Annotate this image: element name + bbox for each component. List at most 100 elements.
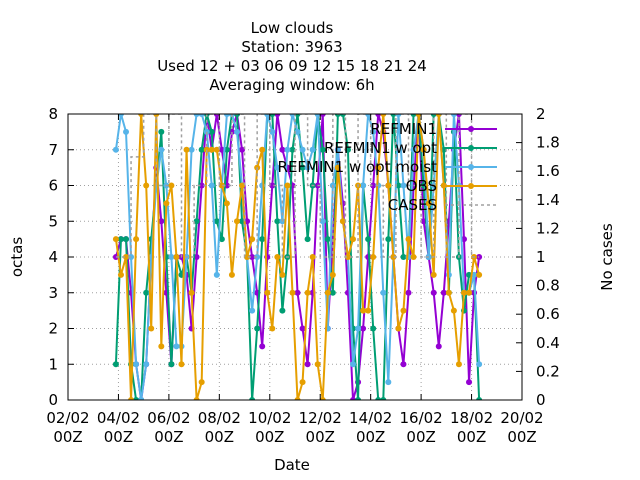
data-point: [112, 236, 119, 243]
data-point: [385, 379, 392, 386]
data-point: [274, 218, 281, 225]
data-point: [355, 325, 362, 332]
data-point: [360, 325, 367, 332]
data-point: [213, 218, 220, 225]
data-point: [289, 146, 296, 153]
data-point: [370, 325, 377, 332]
data-point: [400, 307, 407, 314]
data-point: [304, 236, 311, 243]
data-point: [350, 397, 357, 400]
data-point: [218, 182, 225, 189]
y2-tick-label: 1.2: [536, 219, 560, 237]
data-point: [334, 164, 341, 171]
data-point: [143, 182, 150, 189]
legend-marker: [468, 164, 474, 170]
data-point: [213, 271, 220, 278]
data-point: [430, 289, 437, 296]
data-point: [203, 146, 210, 153]
legend-marker: [468, 145, 474, 151]
data-point: [254, 254, 261, 260]
data-point: [309, 254, 316, 260]
data-point: [198, 379, 205, 386]
x-tick-label: 20/02 00Z: [500, 409, 543, 446]
data-point: [466, 289, 473, 296]
data-point: [339, 218, 346, 225]
data-point: [143, 361, 150, 368]
x-tick-label: 02/02 00Z: [46, 409, 89, 446]
data-point: [213, 146, 220, 153]
data-point: [380, 397, 387, 400]
data-point: [476, 397, 483, 400]
data-point: [128, 254, 135, 260]
data-point: [208, 146, 215, 153]
data-point: [284, 182, 291, 189]
data-point: [450, 114, 457, 117]
y-tick-label: 7: [48, 141, 58, 159]
data-point: [158, 146, 165, 153]
data-point: [274, 164, 281, 171]
data-point: [117, 236, 124, 243]
data-point: [299, 325, 306, 332]
data-point: [163, 200, 170, 207]
x-tick-label: 16/02 00Z: [399, 409, 442, 446]
data-point: [425, 200, 432, 207]
data-point: [294, 397, 301, 400]
x-tick-label: 10/02 00Z: [248, 409, 291, 446]
data-point: [138, 397, 145, 400]
data-point: [117, 271, 124, 278]
data-point: [279, 146, 286, 153]
data-point: [309, 146, 316, 153]
y-tick-label: 2: [48, 320, 58, 338]
data-point: [460, 289, 467, 296]
data-point: [249, 397, 256, 400]
data-point: [380, 114, 387, 117]
data-point: [289, 289, 296, 296]
y2-tick-label: 0.8: [536, 277, 560, 295]
data-point: [168, 254, 175, 260]
data-point: [375, 114, 382, 117]
data-point: [390, 114, 397, 117]
data-point: [178, 361, 185, 368]
x-tick-label: 18/02 00Z: [450, 409, 493, 446]
data-point: [188, 146, 195, 153]
data-point: [476, 271, 483, 278]
data-point: [350, 361, 357, 368]
y2-tick-label: 2: [536, 105, 546, 123]
series-layer: [112, 114, 483, 400]
data-point: [158, 128, 165, 135]
data-point: [400, 182, 407, 189]
data-point: [380, 289, 387, 296]
data-point: [259, 343, 266, 350]
data-point: [410, 254, 417, 260]
y2-tick-label: 1: [536, 248, 546, 266]
data-point: [375, 164, 382, 171]
data-point: [244, 254, 251, 260]
data-point: [259, 146, 266, 153]
data-point: [370, 182, 377, 189]
data-point: [123, 236, 130, 243]
data-point: [218, 236, 225, 243]
y2-axis-label: No cases: [598, 223, 616, 291]
legend-label: OBS: [406, 177, 437, 195]
data-point: [294, 289, 301, 296]
data-point: [415, 114, 422, 117]
data-point: [466, 379, 473, 386]
data-point: [168, 361, 175, 368]
data-point: [385, 182, 392, 189]
data-point: [324, 236, 331, 243]
data-point: [370, 254, 377, 260]
y-tick-label: 4: [48, 248, 58, 266]
data-point: [420, 146, 427, 153]
legend-label: REFMIN1: [370, 120, 437, 138]
data-point: [319, 114, 326, 117]
data-point: [334, 146, 341, 153]
data-point: [274, 114, 281, 117]
data-point: [390, 254, 397, 260]
data-point: [143, 289, 150, 296]
data-point: [269, 182, 276, 189]
data-point: [450, 307, 457, 314]
series-cases: [115, 114, 480, 258]
data-point: [254, 325, 261, 332]
